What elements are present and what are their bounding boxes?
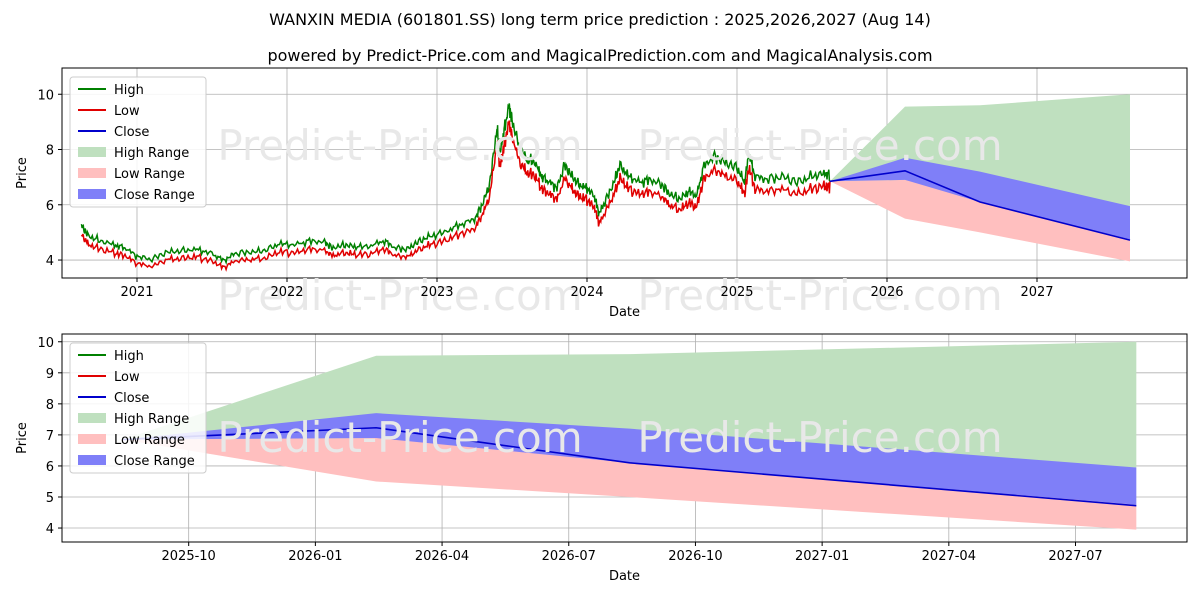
close-range-band (122, 413, 1137, 505)
y-tick-label: 8 (46, 144, 54, 159)
x-tick-label: 2024 (570, 285, 603, 300)
y-tick-label: 4 (46, 522, 54, 537)
x-axis-label: Date (609, 569, 640, 584)
legend-patch-swatch (78, 189, 106, 199)
legend-label: High Range (114, 412, 189, 427)
legend-label: Close Range (114, 454, 195, 469)
watermark: Predict-Price.com (637, 413, 1002, 462)
watermark: Predict-Price.com (637, 271, 1002, 320)
close-range-band (830, 157, 1130, 240)
x-tick-label: 2022 (270, 285, 303, 300)
x-tick-label: 2027-04 (922, 549, 976, 564)
x-tick-label: 2021 (120, 285, 153, 300)
x-tick-label: 2026-01 (288, 549, 342, 564)
x-tick-label: 2025-10 (162, 549, 216, 564)
x-tick-label: 2026-10 (668, 549, 722, 564)
x-axis-label: Date (609, 305, 640, 320)
watermark: Predict-Price.com (217, 413, 582, 462)
y-tick-label: 8 (46, 398, 54, 413)
legend-label: High (114, 83, 144, 98)
y-axis-label: Price (15, 422, 30, 454)
axes-frame (61, 67, 1188, 279)
legend-label: Close (114, 391, 149, 406)
watermark: Predict-Price.com (217, 271, 582, 320)
x-tick-label: 2027 (1020, 285, 1053, 300)
x-tick-label: 2026-04 (415, 549, 469, 564)
legend-label: Low Range (114, 433, 185, 448)
x-tick-label: 2023 (420, 285, 453, 300)
watermark: Predict-Price.com (217, 121, 582, 170)
legend-patch-swatch (78, 455, 106, 465)
axes-frame (61, 333, 1188, 543)
low-range-band (830, 179, 1130, 262)
low-series-line (80, 120, 831, 272)
close-series-line (122, 426, 1137, 507)
close-series-line (829, 169, 1131, 241)
y-tick-label: 6 (46, 199, 54, 214)
high-series-line (80, 103, 831, 266)
legend-label: Low (114, 104, 140, 119)
legend-patch-swatch (78, 413, 106, 423)
watermark: Predict-Price.com (637, 121, 1002, 170)
legend-patch-swatch (78, 168, 106, 178)
chart-panel-1 (58, 67, 1188, 282)
y-tick-label: 10 (37, 88, 54, 103)
legend-label: Low Range (114, 167, 185, 182)
legend-label: Low (114, 370, 140, 385)
legend-label: High (114, 349, 144, 364)
y-tick-label: 6 (46, 460, 54, 475)
y-tick-label: 10 (37, 336, 54, 351)
x-tick-label: 2026 (870, 285, 903, 300)
x-tick-label: 2027-01 (795, 549, 849, 564)
y-tick-label: 7 (46, 429, 54, 444)
y-axis-label: Price (15, 157, 30, 189)
legend-patch-swatch (78, 147, 106, 157)
chart-panel-2 (58, 333, 1188, 546)
y-tick-label: 9 (46, 367, 54, 382)
x-tick-label: 2025 (720, 285, 753, 300)
legend-label: Close Range (114, 188, 195, 203)
chart-subtitle: powered by Predict-Price.com and Magical… (267, 46, 933, 65)
legend-label: High Range (114, 146, 189, 161)
low-range-band (122, 438, 1137, 530)
chart-title: WANXIN MEDIA (601801.SS) long term price… (269, 10, 931, 29)
legend-patch-swatch (78, 434, 106, 444)
legend-label: Close (114, 125, 149, 140)
x-tick-label: 2026-07 (542, 549, 596, 564)
x-tick-label: 2027-07 (1048, 549, 1102, 564)
y-tick-label: 4 (46, 254, 54, 269)
y-tick-label: 5 (46, 491, 54, 506)
